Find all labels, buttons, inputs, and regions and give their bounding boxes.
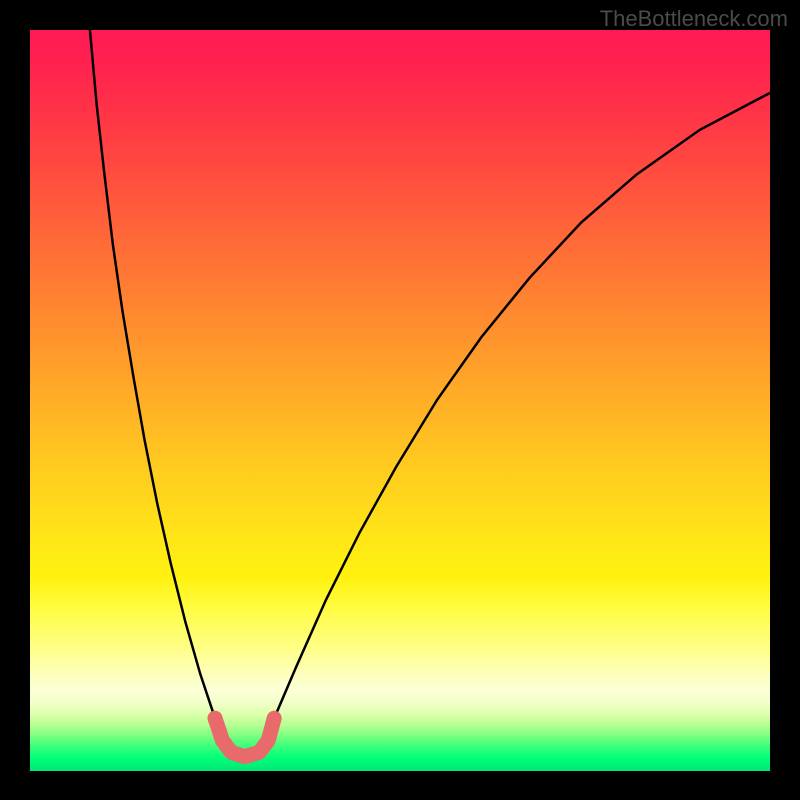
watermark-text: TheBottleneck.com bbox=[600, 6, 788, 32]
right-curve bbox=[274, 93, 770, 718]
valley-marker bbox=[215, 718, 274, 756]
plot-curves-layer bbox=[30, 30, 770, 770]
chart-canvas: TheBottleneck.com bbox=[0, 0, 800, 800]
left-curve bbox=[90, 30, 215, 718]
